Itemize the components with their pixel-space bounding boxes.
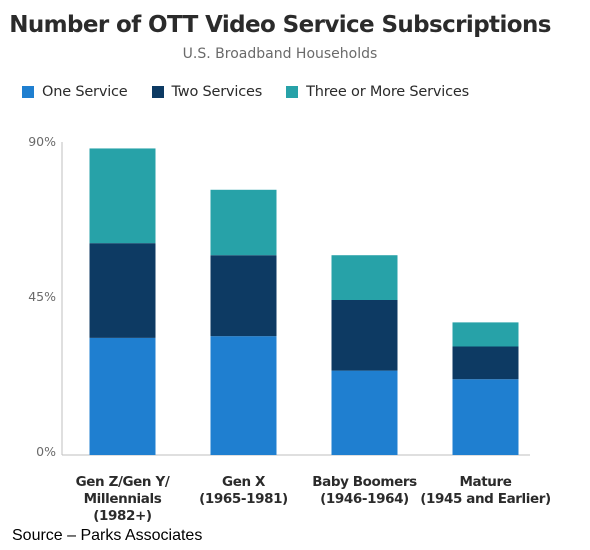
bar-segment (89, 243, 156, 338)
y-tick-label: 0% (36, 444, 56, 459)
bar-segment (210, 255, 277, 337)
bar-segment (210, 189, 277, 256)
bar-segment (331, 300, 398, 371)
source-note: Source – Parks Associates (12, 527, 203, 544)
stacked-bar-chart: 0% 45% 90% Gen Z/Gen Y/Millennials(1982+) Ge… (28, 134, 551, 524)
bar-segment (452, 379, 519, 455)
y-tick-label: 45% (28, 289, 56, 304)
legend-label-three-or-more: Three or More Services (306, 84, 469, 100)
chart-subtitle: U.S. Broadband Households (182, 46, 378, 62)
legend-item-two-services: Two Services (151, 84, 263, 100)
bar-segment (89, 337, 156, 455)
legend-item-three-or-more: Three or More Services (286, 84, 469, 100)
bar-segment (89, 148, 156, 244)
x-category-label: (1965-1981) (199, 491, 288, 507)
legend-label-one-service: One Service (42, 84, 128, 100)
legend-swatch-three-or-more (286, 86, 299, 98)
legend-swatch-one-service (22, 86, 34, 98)
x-category-label: Millennials (84, 491, 162, 507)
legend: One Service Two Services Three or More S… (22, 83, 493, 101)
x-category-label: Gen X (222, 474, 266, 490)
y-tick-label: 90% (28, 134, 56, 149)
legend-label-two-services: Two Services (171, 84, 263, 100)
bar-segment (331, 255, 398, 300)
x-category-label: Baby Boomers (312, 474, 417, 490)
bar-segment (452, 346, 519, 380)
bar-segment (210, 336, 277, 455)
x-category-label: Gen Z/Gen Y/ (76, 474, 170, 490)
legend-swatch-two-services (151, 86, 164, 98)
x-category-label: (1945 and Earlier) (420, 491, 551, 507)
x-category-label: Mature (459, 474, 511, 490)
chart-title: Number of OTT Video Service Subscription… (9, 12, 551, 38)
legend-item-one-service: One Service (22, 84, 128, 100)
bar-segment (452, 322, 519, 347)
bar-segment (331, 370, 398, 455)
x-category-label: (1946-1964) (320, 491, 409, 507)
x-category-label: (1982+) (93, 508, 152, 524)
